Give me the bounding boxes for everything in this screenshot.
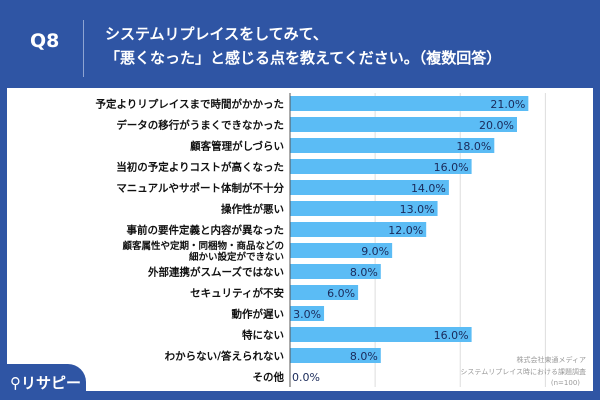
title-line-1: システムリプレイスをしてみて、 [105,25,328,43]
pin-icon: ⚲ [10,374,21,392]
data-label: 6.0% [327,287,355,300]
bar [290,243,393,258]
question-number: Q8 [30,30,60,52]
question-title: システムリプレイスをしてみて、 「悪くなった」と感じる点を教えてください。（複数… [105,22,501,70]
logo-text: リサピー [21,374,82,392]
data-label: 13.0% [400,203,435,216]
bar [290,159,472,174]
data-label: 16.0% [434,161,469,174]
data-label: 12.0% [388,224,423,237]
category-label: 予定よりリプレイスまで時間がかかった [96,98,284,111]
sample-size: (n=100) [550,379,580,387]
data-label: 8.0% [350,266,378,279]
data-label: 18.0% [456,140,491,153]
bar [290,201,438,216]
category-label: 顧客属性や定期・同梱物・商品などの [122,240,284,252]
category-label: 動作が遅い [232,308,285,321]
category-label: 顧客管理がしづらい [190,140,284,153]
bar [290,348,381,363]
data-label: 8.0% [350,350,378,363]
logo: ⚲リサピー [0,364,86,400]
source-survey: システムリプレイス時における課題調査 [460,368,586,376]
title-line-2: 「悪くなった」と感じる点を教えてください。（複数回答） [105,49,502,67]
data-label: 21.0% [490,98,525,111]
category-label: その他 [253,371,285,384]
category-label: データの移行がうまくできなかった [116,119,284,132]
source-company: 株式会社東通メディア [516,356,586,364]
bar [290,117,517,132]
data-label: 9.0% [361,245,389,258]
bar [290,222,427,237]
bar [290,138,495,153]
header-divider [83,20,84,77]
bar [290,96,529,111]
bar [290,264,381,279]
category-label: マニュアルやサポート体制が不十分 [116,182,284,195]
data-label: 3.0% [293,308,321,321]
bar [290,327,472,342]
bar [290,306,325,321]
category-label: 操作性が悪い [221,203,284,216]
category-label: わからない/答えられない [165,350,284,363]
data-label: 0.0% [292,371,320,384]
bar [290,285,359,300]
data-label: 16.0% [434,329,469,342]
category-label: 細かい設定ができない [189,251,284,263]
data-label: 20.0% [479,119,514,132]
category-label: セキュリティが不安 [190,287,284,300]
category-label: 外部連携がスムーズではない [147,266,284,279]
category-label: 特にない [242,329,284,342]
bar [290,180,449,195]
category-label: 事前の要件定義と内容が異なった [127,224,285,237]
data-label: 14.0% [411,182,446,195]
category-label: 当初の予定よりコストが高くなった [116,161,284,174]
